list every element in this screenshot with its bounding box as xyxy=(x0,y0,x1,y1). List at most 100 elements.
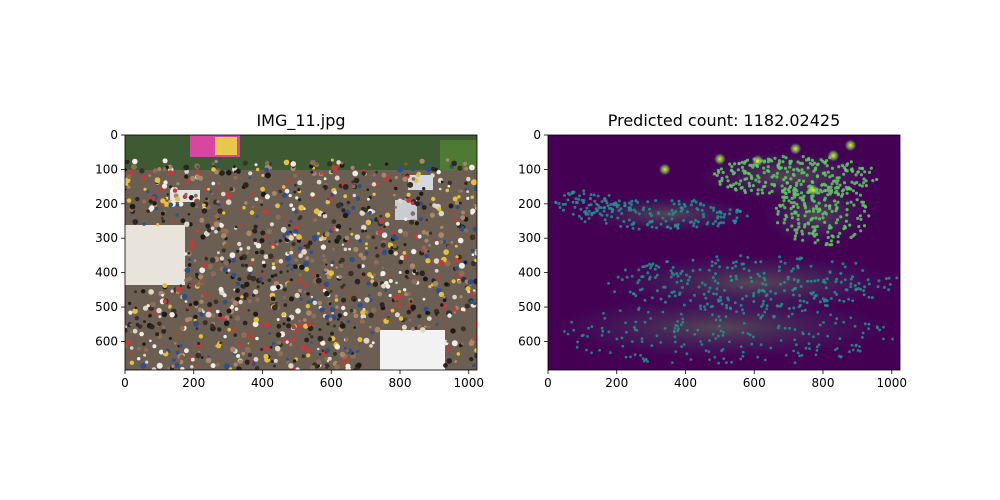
density-point xyxy=(761,314,764,317)
density-point xyxy=(629,355,632,359)
density-point xyxy=(850,180,854,184)
crowd-person xyxy=(367,197,370,201)
crowd-person xyxy=(368,210,372,215)
density-frame xyxy=(547,134,901,371)
density-point xyxy=(770,159,774,163)
crowd-person xyxy=(380,242,386,248)
density-point xyxy=(714,219,717,223)
crowd-person xyxy=(229,187,234,192)
density-point xyxy=(828,243,832,247)
crowd-person xyxy=(225,199,232,205)
crowd-person xyxy=(394,175,398,180)
density-point xyxy=(689,358,693,361)
density-point xyxy=(835,206,839,210)
crowd-person xyxy=(297,180,303,186)
density-point xyxy=(733,187,738,191)
crowd-person xyxy=(263,345,269,352)
crowd-person xyxy=(458,270,465,277)
density-point xyxy=(821,212,825,216)
density-point xyxy=(811,216,815,220)
crowd-person xyxy=(239,247,243,251)
crowd-person xyxy=(157,321,162,327)
density-point xyxy=(592,211,596,215)
crowd-person xyxy=(200,234,206,240)
density-point xyxy=(600,326,604,330)
crowd-person xyxy=(275,332,282,338)
crowd-person xyxy=(457,195,461,199)
crowd-person xyxy=(248,176,252,180)
density-point xyxy=(653,276,657,280)
crowd-person xyxy=(443,363,448,368)
density-point xyxy=(566,198,570,202)
density-point xyxy=(761,191,765,195)
crowd-person xyxy=(282,322,286,326)
density-point xyxy=(795,231,799,235)
crowd-person xyxy=(247,266,253,272)
density-point xyxy=(699,307,703,311)
density-point xyxy=(792,168,796,172)
density-point xyxy=(704,349,708,352)
density-point xyxy=(757,313,760,317)
density-point xyxy=(830,166,835,170)
crowd-person xyxy=(235,288,240,294)
crowd-person xyxy=(302,282,307,287)
crowd-person xyxy=(285,323,292,329)
density-point xyxy=(679,279,683,283)
density-point xyxy=(707,350,711,354)
density-point xyxy=(739,186,743,190)
density-point xyxy=(790,312,794,316)
density-point xyxy=(834,221,838,225)
density-point xyxy=(756,192,760,196)
crowd-person xyxy=(193,300,199,306)
density-point xyxy=(780,184,784,188)
density-point xyxy=(827,226,832,230)
density-point xyxy=(702,212,705,216)
density-point xyxy=(580,334,584,338)
density-point xyxy=(812,296,816,300)
density-point xyxy=(718,210,721,214)
crowd-person xyxy=(134,290,138,294)
crowd-person xyxy=(393,193,396,197)
crowd-person xyxy=(142,305,149,311)
density-point xyxy=(799,191,804,195)
crowd-person xyxy=(469,234,476,241)
density-point xyxy=(878,328,881,332)
density-point xyxy=(858,183,862,187)
density-point xyxy=(679,206,683,210)
photo-xtick-label: 0 xyxy=(121,376,129,390)
crowd-person xyxy=(226,264,229,268)
crowd-person xyxy=(195,327,199,331)
density-point xyxy=(834,203,838,207)
density-point xyxy=(784,353,788,357)
density-point xyxy=(836,192,840,196)
crowd-person xyxy=(351,180,355,184)
crowd-person xyxy=(276,284,281,290)
crowd-person xyxy=(445,158,450,162)
density-point xyxy=(787,199,791,203)
density-point xyxy=(829,313,832,317)
density-point xyxy=(697,285,701,289)
density-point xyxy=(813,241,817,245)
density-point xyxy=(816,310,819,314)
crowd-person xyxy=(236,366,242,370)
crowd-person xyxy=(125,168,127,172)
crowd-person xyxy=(237,277,242,282)
crowd-person xyxy=(438,210,445,217)
crowd-person xyxy=(156,307,162,314)
density-point xyxy=(853,284,857,288)
crowd-person xyxy=(307,322,312,327)
density-point xyxy=(630,203,633,206)
density-point xyxy=(602,311,605,315)
crowd-person xyxy=(202,320,208,326)
crowd-person xyxy=(375,170,378,174)
crowd-person xyxy=(283,159,290,166)
crowd-person xyxy=(249,327,255,334)
crowd-person xyxy=(339,263,344,268)
density-point xyxy=(784,156,788,160)
density-point xyxy=(851,299,855,303)
density-ytick-label: 400 xyxy=(518,266,541,280)
crowd-person xyxy=(335,305,339,309)
crowd-person xyxy=(223,320,230,327)
crowd-person xyxy=(161,183,168,189)
crowd-person xyxy=(306,292,310,296)
